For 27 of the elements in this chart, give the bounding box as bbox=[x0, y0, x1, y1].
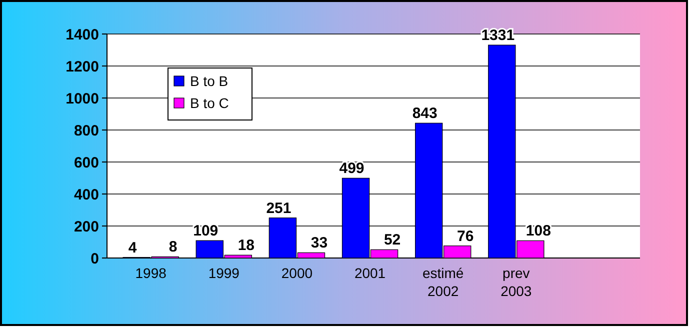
y-tick-label: 400 bbox=[74, 186, 99, 204]
data-label: 18 bbox=[238, 237, 255, 254]
y-tick-label: 1400 bbox=[66, 26, 99, 44]
data-label: 76 bbox=[457, 228, 474, 245]
x-tick-label: 2000 bbox=[281, 265, 313, 281]
data-label: 843 bbox=[412, 105, 438, 122]
data-label: 52 bbox=[384, 232, 401, 249]
y-tick-label: 800 bbox=[74, 122, 99, 140]
y-tick-label: 0 bbox=[90, 250, 99, 268]
data-label: 108 bbox=[526, 222, 551, 240]
y-tick-label: 1200 bbox=[66, 58, 99, 76]
y-tick-label: 200 bbox=[74, 218, 99, 236]
data-label: 4 bbox=[128, 239, 138, 256]
x-tick-label: 1998 bbox=[135, 265, 167, 281]
data-label: 251 bbox=[266, 200, 292, 217]
x-tick-label: prev 2003 bbox=[500, 265, 532, 299]
x-tick-label: 2001 bbox=[354, 265, 386, 281]
y-tick-label: 1000 bbox=[66, 90, 99, 108]
x-tick-label: estimé 2002 bbox=[422, 265, 464, 299]
y-tick-label: 600 bbox=[74, 154, 99, 172]
data-label: 33 bbox=[310, 234, 328, 252]
legend-label: B to B bbox=[190, 72, 228, 89]
data-label: 109 bbox=[193, 222, 218, 240]
x-tick-label: 1999 bbox=[208, 265, 240, 281]
data-label: 8 bbox=[168, 238, 178, 256]
data-label: 499 bbox=[339, 160, 364, 178]
legend-label: B to C bbox=[190, 94, 229, 111]
